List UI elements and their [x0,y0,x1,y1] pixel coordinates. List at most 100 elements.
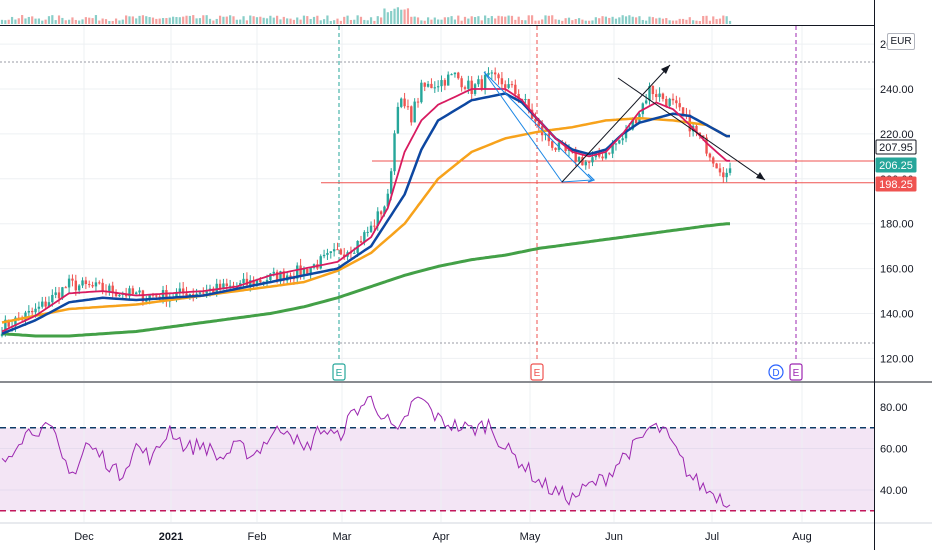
volume-bar [500,16,503,24]
candle-body [477,79,480,85]
volume-bar [128,16,131,24]
candle-body [111,285,114,294]
volume-bar [490,16,493,24]
candle-body [205,290,208,294]
candle-body [363,232,366,243]
event-marker-earnings[interactable]: E [530,363,544,381]
volume-bar [527,15,530,24]
volume-bar [651,17,654,24]
candle-body [554,147,557,150]
volume-bar [188,15,191,24]
volume-bar [369,17,373,24]
volume-bar [0,19,4,24]
volume-bar [624,16,628,24]
volume-bar [614,18,618,24]
candle-body [708,153,712,158]
volume-bar [24,18,27,24]
volume-bar [692,20,695,24]
volume-bar [463,16,467,24]
candle-body [668,98,671,106]
candle-body [222,283,225,290]
candle-body [292,278,296,280]
volume-bar [10,16,14,24]
volume-bar [541,19,544,24]
candle-body [470,80,473,94]
event-marker-earnings[interactable]: E [789,363,803,381]
candle-body [517,93,520,99]
volume-bar [346,15,349,24]
arrow-head [661,65,670,74]
volume-bar [416,17,420,24]
volume-bar [57,15,61,24]
candle-body [212,288,215,294]
volume-bar [426,17,430,24]
volume-bar [68,19,71,24]
volume-bar [366,20,369,24]
candle-body [202,292,205,294]
volume-bar [229,15,232,24]
candle-body [228,285,232,287]
candle-body [322,254,326,257]
candle-body [255,280,259,286]
volume-bar [98,20,101,24]
volume-bar [433,17,436,24]
volume-bar [4,20,7,24]
volume-bar [125,15,128,24]
x-tick-label: 2021 [159,531,183,543]
volume-bars [0,7,732,25]
candle-body [651,85,655,95]
candle-body [98,282,101,284]
volume-bar [631,16,634,24]
candle-body [175,292,178,298]
volume-bar [410,16,413,24]
rsi-tick-label: 80.00 [880,402,908,414]
currency-badge[interactable]: EUR [887,33,915,50]
volume-bar [262,17,265,24]
candle-body [88,284,91,286]
volume-bar [51,15,54,24]
candle-body [64,287,67,289]
earnings-badge [789,363,803,381]
volume-bar [17,18,20,24]
candle-body [604,152,608,159]
volume-bar [88,17,91,24]
candle-body [275,271,279,282]
volume-bar [44,19,47,24]
candle-body [493,72,497,75]
candle-body [326,253,329,255]
volume-bar [628,15,631,24]
price-tag-box [875,176,917,192]
volume-bar [326,15,329,24]
candle-body [614,143,618,145]
volume-bar [725,16,728,24]
volume-bar [178,17,181,24]
volume-bar [668,20,671,24]
x-tick-label: Jul [705,531,719,543]
candle-body [577,157,581,162]
candle-body [218,283,222,290]
volume-bar [440,19,443,24]
event-marker-earnings[interactable]: E [332,363,346,381]
volume-bar [564,18,567,24]
volume-bar [510,15,514,24]
candle-body [443,80,447,86]
event-marker-dividend[interactable]: D [768,364,784,380]
ma-mid-line [1,92,730,335]
volume-bar [37,18,41,24]
volume-bar [353,19,356,24]
volume-bar [232,16,235,24]
candle-body [416,101,420,103]
volume-bar [611,16,614,24]
volume-bar [296,17,299,24]
candle-body [497,74,500,79]
price-tag: 198.25 [875,176,917,192]
volume-bar [403,9,406,24]
candle-body [675,100,678,104]
volume-bar [457,15,460,24]
volume-bar [671,20,675,24]
candle-body [269,273,272,280]
volume-bar [524,20,527,24]
rsi-line [1,395,731,508]
volume-bar [74,19,77,24]
